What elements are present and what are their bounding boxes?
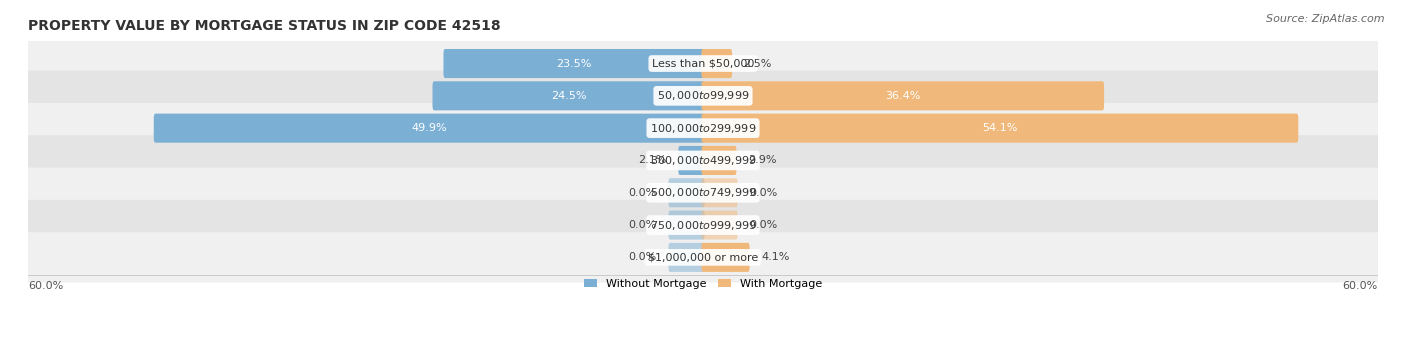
Text: 2.1%: 2.1% bbox=[638, 155, 666, 165]
FancyBboxPatch shape bbox=[702, 210, 738, 240]
FancyBboxPatch shape bbox=[702, 243, 749, 272]
FancyBboxPatch shape bbox=[702, 178, 738, 207]
Text: 54.1%: 54.1% bbox=[983, 123, 1018, 133]
Text: 24.5%: 24.5% bbox=[551, 91, 586, 101]
Text: 0.0%: 0.0% bbox=[749, 220, 778, 230]
FancyBboxPatch shape bbox=[25, 200, 1381, 250]
FancyBboxPatch shape bbox=[702, 81, 1104, 110]
Text: 60.0%: 60.0% bbox=[1343, 281, 1378, 291]
FancyBboxPatch shape bbox=[702, 114, 1298, 143]
Text: 4.1%: 4.1% bbox=[761, 252, 790, 262]
Text: 60.0%: 60.0% bbox=[28, 281, 63, 291]
Text: 23.5%: 23.5% bbox=[557, 59, 592, 69]
FancyBboxPatch shape bbox=[25, 167, 1381, 218]
FancyBboxPatch shape bbox=[702, 146, 737, 175]
FancyBboxPatch shape bbox=[25, 103, 1381, 153]
Text: $50,000 to $99,999: $50,000 to $99,999 bbox=[657, 89, 749, 102]
Text: $300,000 to $499,999: $300,000 to $499,999 bbox=[650, 154, 756, 167]
FancyBboxPatch shape bbox=[433, 81, 704, 110]
Text: 2.9%: 2.9% bbox=[748, 155, 776, 165]
Text: 0.0%: 0.0% bbox=[628, 252, 657, 262]
FancyBboxPatch shape bbox=[443, 49, 704, 78]
Text: $1,000,000 or more: $1,000,000 or more bbox=[648, 252, 758, 262]
FancyBboxPatch shape bbox=[25, 71, 1381, 121]
Text: 0.0%: 0.0% bbox=[628, 220, 657, 230]
FancyBboxPatch shape bbox=[702, 49, 733, 78]
Text: $500,000 to $749,999: $500,000 to $749,999 bbox=[650, 186, 756, 199]
FancyBboxPatch shape bbox=[25, 232, 1381, 283]
Text: $100,000 to $299,999: $100,000 to $299,999 bbox=[650, 122, 756, 135]
Legend: Without Mortgage, With Mortgage: Without Mortgage, With Mortgage bbox=[579, 274, 827, 293]
FancyBboxPatch shape bbox=[25, 135, 1381, 186]
FancyBboxPatch shape bbox=[678, 146, 704, 175]
Text: 0.0%: 0.0% bbox=[749, 188, 778, 198]
Text: 0.0%: 0.0% bbox=[628, 188, 657, 198]
FancyBboxPatch shape bbox=[668, 178, 704, 207]
Text: Less than $50,000: Less than $50,000 bbox=[652, 59, 754, 69]
FancyBboxPatch shape bbox=[153, 114, 704, 143]
FancyBboxPatch shape bbox=[668, 243, 704, 272]
Text: Source: ZipAtlas.com: Source: ZipAtlas.com bbox=[1267, 14, 1385, 24]
Text: 2.5%: 2.5% bbox=[744, 59, 772, 69]
FancyBboxPatch shape bbox=[668, 210, 704, 240]
FancyBboxPatch shape bbox=[25, 38, 1381, 89]
Text: 49.9%: 49.9% bbox=[412, 123, 447, 133]
Text: $750,000 to $999,999: $750,000 to $999,999 bbox=[650, 219, 756, 232]
Text: 36.4%: 36.4% bbox=[884, 91, 921, 101]
Text: PROPERTY VALUE BY MORTGAGE STATUS IN ZIP CODE 42518: PROPERTY VALUE BY MORTGAGE STATUS IN ZIP… bbox=[28, 19, 501, 33]
